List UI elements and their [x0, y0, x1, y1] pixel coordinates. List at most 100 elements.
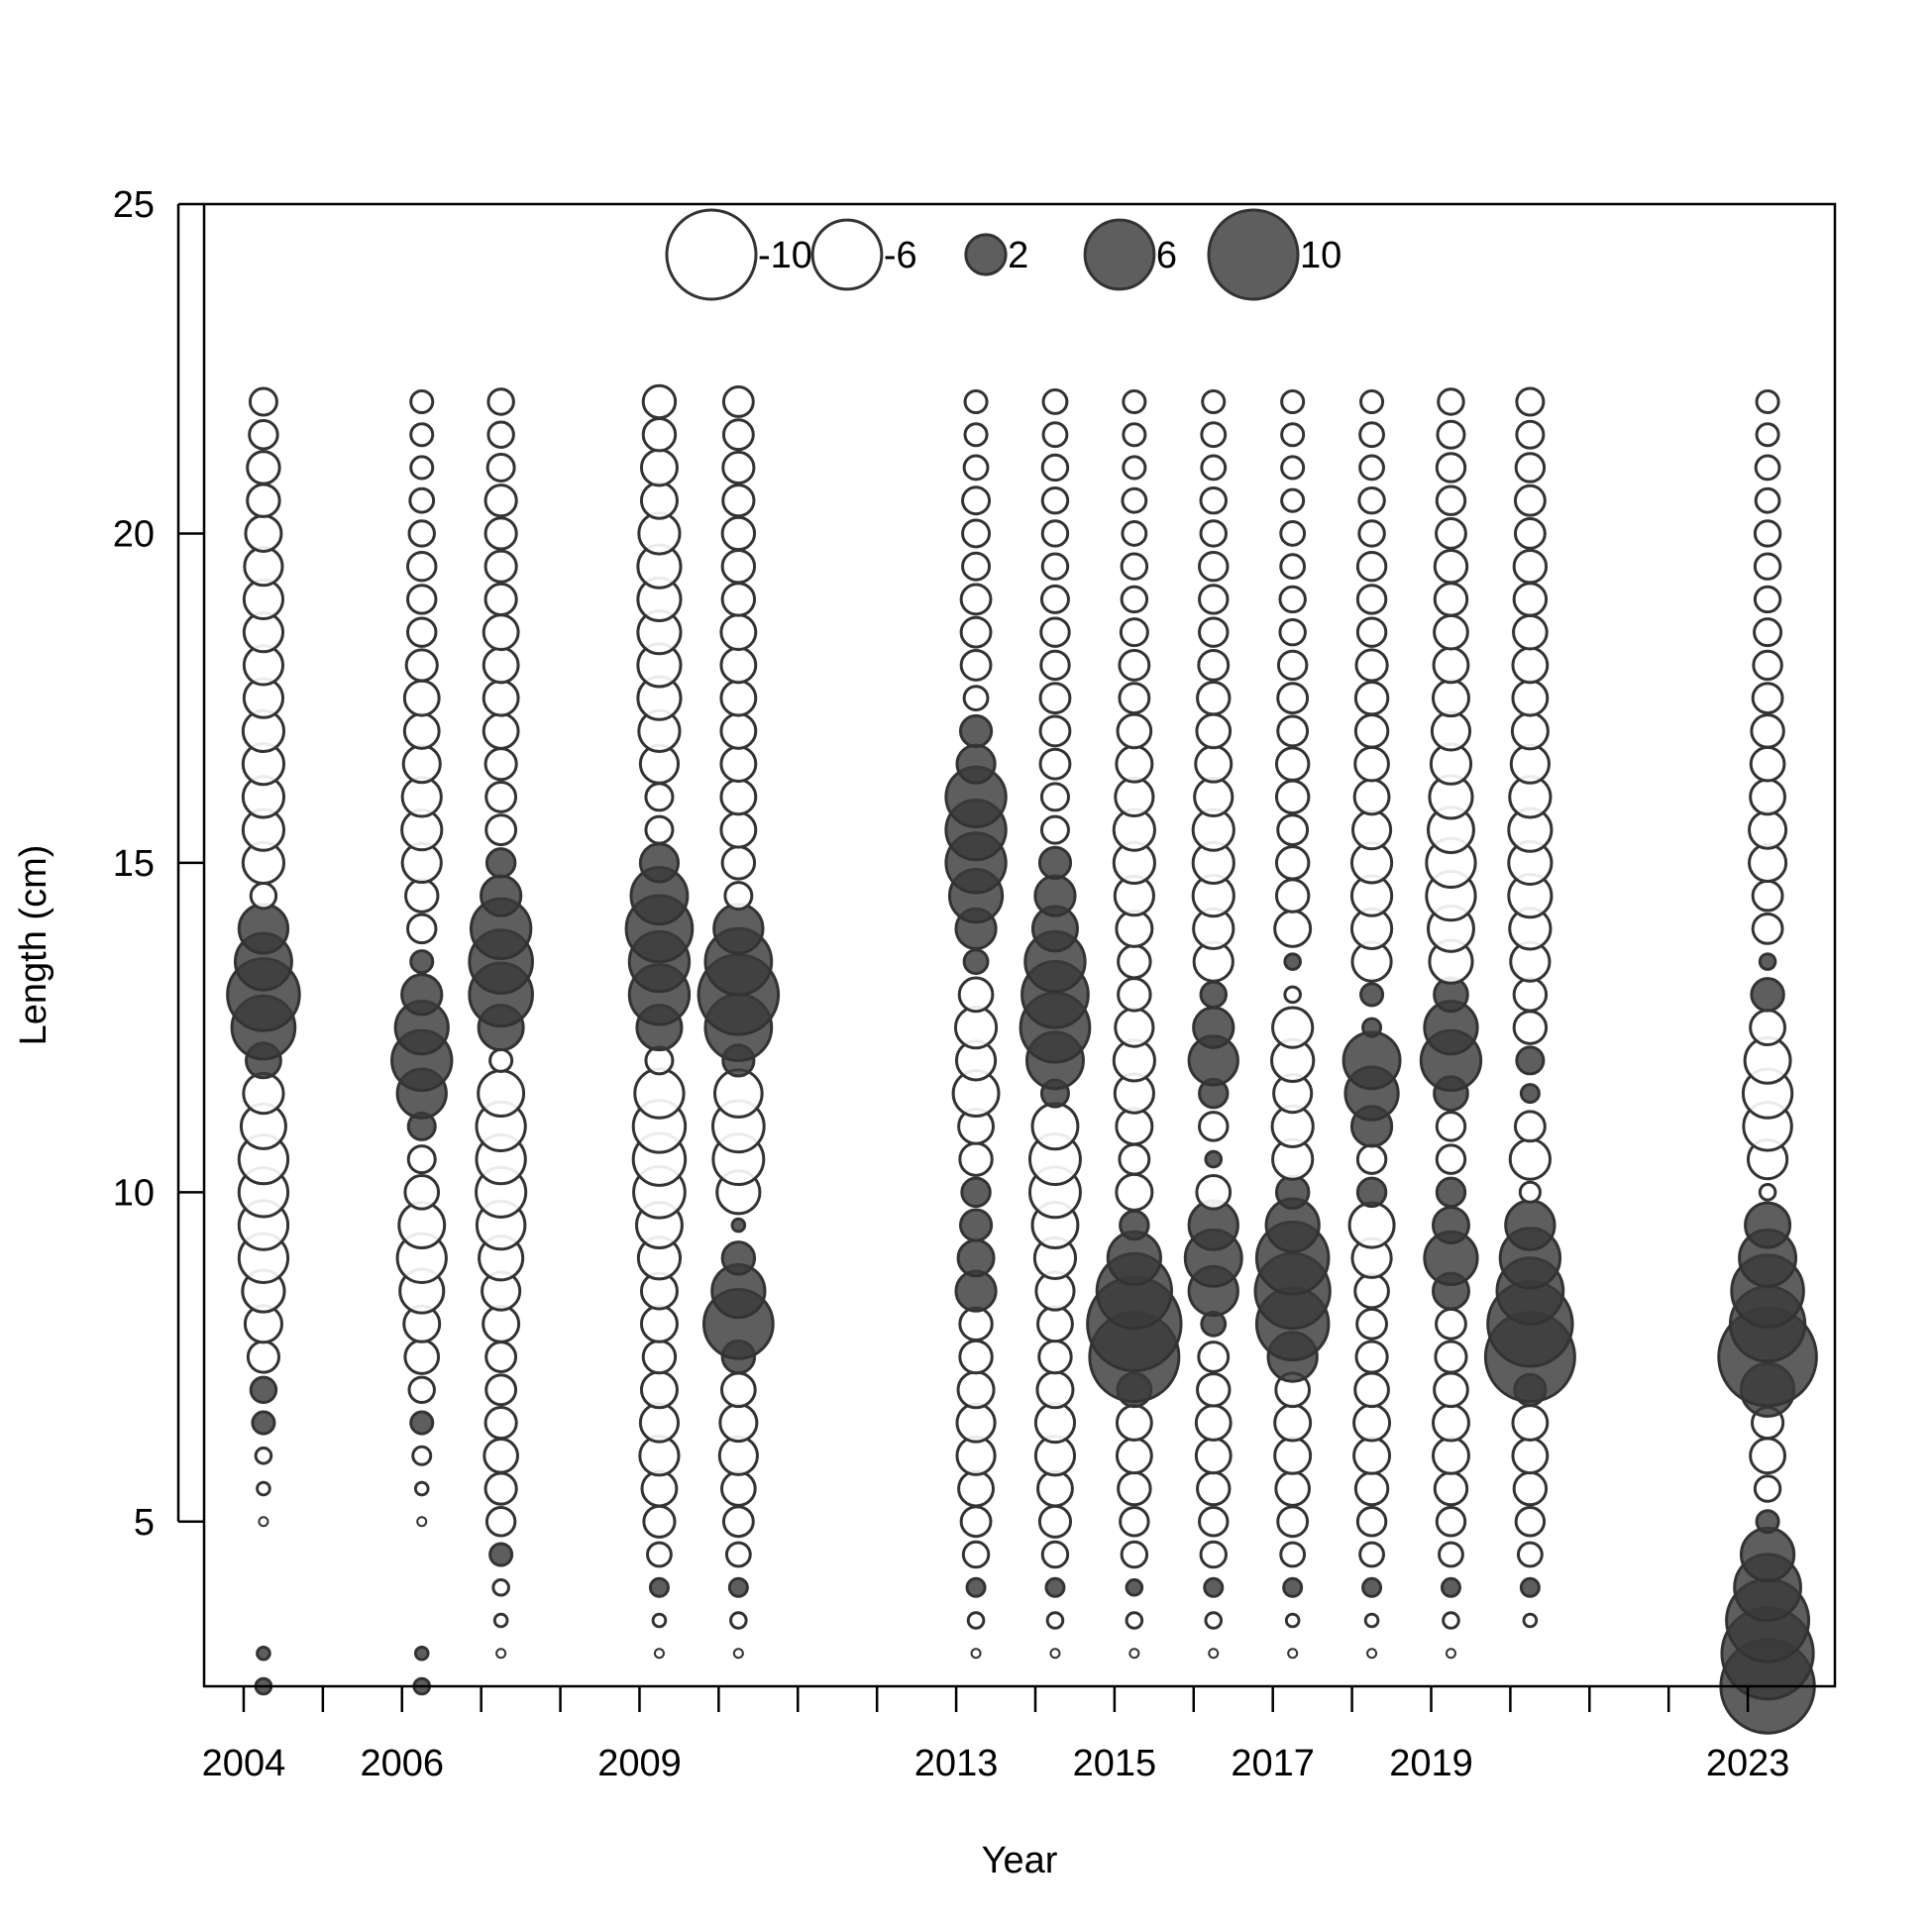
bubble	[1274, 878, 1311, 913]
bubble	[1512, 1470, 1549, 1507]
bubble	[720, 1240, 757, 1276]
bubble	[644, 782, 675, 812]
bubble	[1278, 585, 1307, 614]
bubble	[1515, 386, 1546, 417]
bubble	[959, 583, 993, 616]
bubble	[1194, 1437, 1233, 1475]
bubble	[246, 450, 281, 485]
bubble	[1114, 1007, 1155, 1048]
bubble	[1516, 1541, 1544, 1568]
bubble	[1435, 1506, 1467, 1538]
bubble	[246, 483, 281, 518]
bubble	[962, 948, 990, 976]
bubble	[1273, 1436, 1313, 1475]
bubble	[639, 481, 679, 520]
bubble	[409, 949, 435, 975]
bubble	[961, 518, 992, 549]
bubble	[401, 744, 442, 785]
bubble	[1748, 842, 1788, 883]
bubble	[1342, 1030, 1402, 1091]
bubble	[413, 1645, 430, 1662]
bubble	[1040, 552, 1070, 581]
bubble	[1445, 1648, 1456, 1660]
bubble	[720, 845, 757, 881]
legend-label: -10	[758, 235, 812, 276]
bubble	[1514, 1506, 1547, 1538]
bubble	[1433, 613, 1469, 651]
bubble	[1754, 454, 1781, 482]
bubble	[1115, 1172, 1154, 1212]
bubble	[958, 1141, 994, 1177]
bubble	[1353, 680, 1390, 716]
bubble	[1518, 1180, 1542, 1204]
bubble	[721, 418, 755, 452]
bubble	[1510, 711, 1550, 751]
bubble	[1194, 1404, 1233, 1442]
bubble	[1195, 712, 1233, 750]
bubble	[1755, 1509, 1780, 1535]
bubble	[646, 1541, 673, 1568]
bubble	[407, 519, 436, 548]
bubble	[1358, 454, 1385, 482]
bubble	[1355, 1143, 1388, 1175]
x-tick-label: 2017	[1231, 1743, 1315, 1784]
bubble	[1049, 1648, 1061, 1660]
bubble	[970, 1648, 982, 1660]
bubble	[1355, 1506, 1388, 1538]
bubble	[1117, 977, 1152, 1013]
bubble	[720, 515, 757, 552]
bubble	[719, 778, 758, 816]
bubble	[641, 1339, 678, 1375]
bubble	[732, 1648, 744, 1660]
bubble	[727, 1576, 749, 1598]
bubble	[1513, 1110, 1547, 1143]
bubble	[1754, 486, 1781, 514]
bubble	[1512, 582, 1549, 617]
bubble	[719, 810, 758, 849]
bubble	[404, 878, 440, 913]
x-tick-label: 2006	[360, 1743, 444, 1784]
bubble	[1749, 778, 1787, 816]
y-axis: 5 10 15 20 25	[113, 184, 204, 1544]
bubble	[1115, 1437, 1153, 1475]
bubble	[1431, 679, 1470, 718]
bubble	[1513, 483, 1547, 517]
bubble	[1114, 776, 1155, 817]
bubble	[1758, 1183, 1777, 1202]
bubble	[1433, 548, 1469, 585]
bubble	[1196, 680, 1232, 716]
bubble	[1435, 1143, 1467, 1175]
bubble	[958, 713, 994, 748]
bubble	[1039, 814, 1070, 845]
bubble	[1122, 388, 1147, 414]
bubble	[1512, 613, 1549, 651]
bubble	[721, 385, 755, 418]
bubble	[403, 1173, 441, 1211]
bubble	[961, 485, 992, 516]
bubble	[1431, 1206, 1470, 1245]
bubble	[639, 1370, 679, 1410]
bubble	[1442, 1611, 1460, 1630]
bubble	[1039, 649, 1071, 682]
bubble	[1274, 779, 1311, 815]
bubble	[1519, 1083, 1541, 1105]
bubble	[1350, 809, 1393, 851]
bubble	[1435, 1111, 1467, 1142]
bubble	[720, 582, 757, 617]
bubble	[242, 1071, 285, 1116]
bubble	[1753, 519, 1782, 548]
bubble	[1354, 648, 1389, 683]
bubble	[1363, 1612, 1380, 1629]
bubble	[1197, 648, 1231, 682]
bubble	[1511, 646, 1550, 685]
bubble	[484, 1341, 518, 1373]
bubble	[958, 1208, 994, 1242]
bubble	[1119, 617, 1149, 648]
bubble	[484, 1373, 518, 1407]
bubble	[1204, 1149, 1224, 1169]
bubble	[639, 1304, 679, 1343]
bubble	[409, 422, 435, 448]
bubble	[1274, 746, 1311, 782]
bubble	[1433, 1470, 1469, 1507]
bubble	[1435, 1176, 1467, 1209]
